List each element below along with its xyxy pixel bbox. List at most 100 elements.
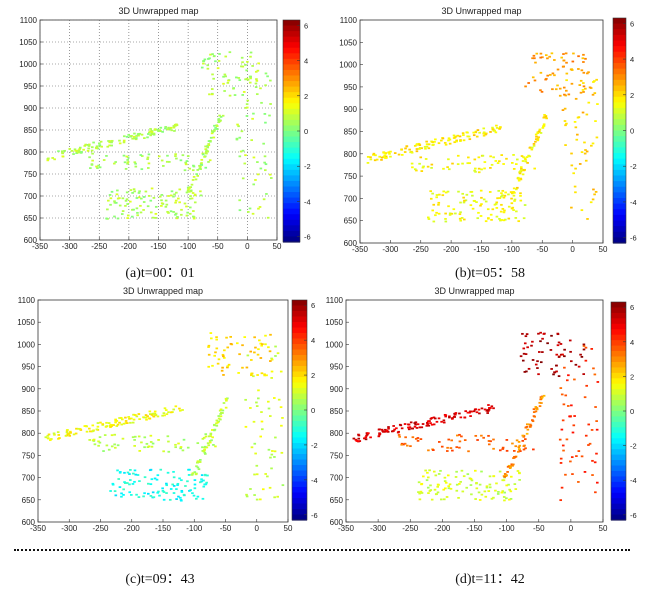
data-point: [431, 209, 435, 212]
data-point: [386, 430, 390, 433]
data-point: [209, 435, 212, 437]
colorbar-tick-label: 0: [630, 407, 634, 416]
colorbar-segment: [283, 53, 300, 60]
data-point: [130, 417, 133, 420]
x-tick-label: -250: [402, 524, 419, 533]
data-point: [352, 437, 356, 440]
data-point: [427, 143, 431, 146]
data-point: [176, 482, 180, 485]
data-point: [559, 343, 563, 345]
colorbar-tick-label: -2: [630, 442, 637, 451]
data-point: [175, 498, 178, 500]
data-point: [205, 152, 208, 155]
data-point: [196, 461, 200, 464]
data-point: [366, 161, 370, 164]
colorbar-segment: [292, 388, 307, 395]
y-tick-label: 1050: [17, 318, 35, 327]
data-point: [444, 143, 448, 146]
data-point: [202, 485, 206, 488]
data-point: [85, 425, 88, 428]
data-point: [237, 77, 241, 79]
data-point: [203, 448, 206, 451]
data-point: [387, 151, 391, 154]
data-point: [56, 431, 60, 434]
data-point: [443, 498, 446, 501]
colorbar-segment: [611, 476, 626, 483]
data-point: [383, 154, 387, 157]
data-point: [96, 425, 100, 428]
data-point: [174, 443, 177, 446]
data-point: [409, 445, 412, 448]
data-point: [253, 336, 256, 339]
data-point: [223, 357, 226, 359]
data-point: [410, 162, 414, 165]
data-point: [486, 412, 489, 414]
data-point: [487, 404, 490, 406]
data-point: [586, 218, 589, 220]
data-point: [161, 130, 164, 133]
colorbar-tick-label: 2: [630, 91, 634, 100]
data-point: [160, 204, 163, 207]
data-point: [554, 88, 558, 91]
data-point: [440, 498, 443, 501]
data-point: [218, 114, 221, 117]
data-point: [429, 190, 432, 193]
y-tick-label: 1100: [340, 16, 358, 25]
colorbar-segment: [613, 203, 626, 210]
colorbar-segment: [283, 192, 300, 199]
data-point: [200, 162, 203, 164]
chart-panel-c: 3D Unwrapped map-350 -300 -250 -200 -150 -100…: [17, 286, 317, 533]
data-point: [213, 124, 216, 127]
colorbar-segment: [292, 360, 307, 367]
data-point: [244, 78, 247, 81]
data-point: [556, 344, 560, 347]
data-point: [420, 483, 423, 486]
data-point: [134, 162, 137, 165]
data-point: [512, 191, 515, 193]
colorbar-segment: [611, 405, 626, 412]
data-point: [157, 439, 160, 441]
data-point: [544, 54, 548, 57]
data-point: [149, 130, 152, 133]
data-point: [591, 198, 595, 201]
data-point: [185, 191, 189, 194]
data-point: [135, 207, 139, 210]
data-point: [400, 442, 404, 445]
data-point: [590, 348, 594, 350]
data-point: [512, 168, 516, 170]
data-point: [476, 439, 479, 441]
data-point: [200, 158, 204, 161]
data-point: [534, 363, 538, 366]
colorbar-segment: [613, 79, 626, 87]
data-point: [200, 474, 204, 477]
data-point: [358, 440, 362, 442]
data-point: [241, 149, 245, 152]
data-point: [219, 408, 223, 411]
data-point: [564, 94, 568, 97]
data-point: [132, 135, 136, 138]
data-point: [224, 75, 227, 78]
data-point: [384, 152, 388, 154]
data-point: [454, 413, 457, 416]
data-point: [188, 186, 192, 189]
data-point: [517, 177, 521, 180]
data-point: [448, 213, 452, 216]
data-point: [224, 406, 228, 409]
data-point: [208, 440, 212, 442]
data-point: [220, 369, 224, 372]
y-tick-label: 900: [330, 385, 344, 394]
y-tick-label: 900: [24, 104, 38, 113]
colorbar-segment: [292, 514, 307, 521]
data-point: [269, 177, 273, 179]
data-point: [249, 55, 252, 58]
data-point: [466, 135, 469, 138]
colorbar-segment: [283, 158, 300, 165]
data-point: [484, 220, 488, 223]
data-point: [516, 158, 519, 161]
data-point: [172, 126, 176, 129]
data-point: [561, 419, 565, 422]
data-point: [132, 418, 136, 421]
data-point: [440, 445, 444, 448]
colorbar-segment: [292, 410, 307, 417]
data-point: [186, 189, 190, 192]
